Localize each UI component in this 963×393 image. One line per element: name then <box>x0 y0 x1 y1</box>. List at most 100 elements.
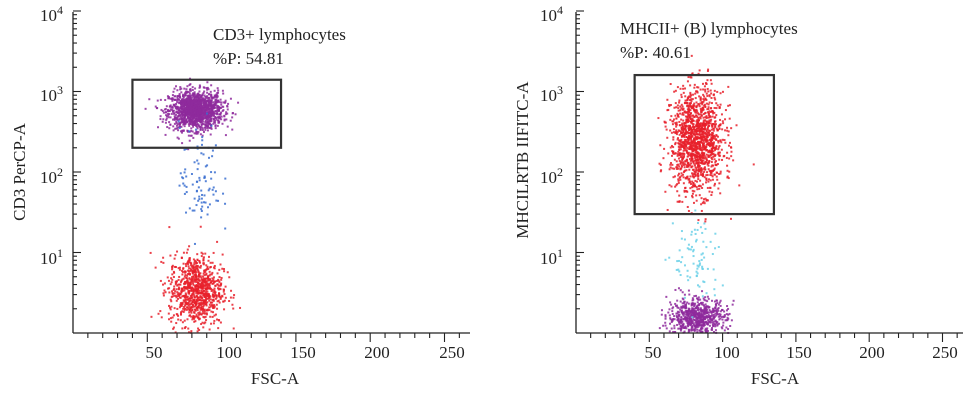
right-data-point <box>711 123 714 126</box>
left-data-point <box>180 289 183 292</box>
left-data-point <box>175 288 178 291</box>
left-data-point <box>185 276 188 279</box>
right-data-point <box>678 172 681 175</box>
left-data-point <box>217 279 220 282</box>
left-data-point <box>172 125 175 128</box>
right-data-point <box>677 317 680 320</box>
right-data-point <box>673 175 676 178</box>
left-y-tick-label-10e4: 104 <box>40 3 63 25</box>
left-data-point <box>214 98 217 101</box>
left-data-point <box>164 111 167 114</box>
right-data-point <box>695 111 698 114</box>
right-data-point <box>729 325 732 328</box>
left-data-point <box>185 211 188 214</box>
right-data-point <box>678 129 681 132</box>
right-data-point <box>704 156 707 159</box>
right-data-point <box>691 128 694 131</box>
left-data-point <box>211 104 214 107</box>
left-data-point <box>217 105 220 108</box>
left-data-point <box>184 325 187 328</box>
left-data-point <box>184 304 187 307</box>
right-data-point <box>694 157 697 160</box>
left-data-point <box>193 132 196 135</box>
right-data-point <box>686 324 689 327</box>
left-data-point <box>197 311 200 314</box>
left-data-point <box>201 101 204 104</box>
left-data-point <box>200 102 203 105</box>
right-data-point <box>700 302 703 305</box>
right-data-point <box>694 302 697 305</box>
right-data-point <box>680 123 683 126</box>
right-data-point <box>691 320 694 323</box>
right-data-point <box>706 94 709 97</box>
right-data-point <box>692 176 695 179</box>
left-data-point <box>190 330 193 333</box>
left-data-point <box>220 103 223 106</box>
left-data-point <box>215 118 218 121</box>
left-data-point <box>187 265 190 268</box>
right-data-point <box>717 146 720 149</box>
left-data-point <box>192 291 195 294</box>
right-data-point <box>699 307 702 310</box>
left-data-point <box>188 331 191 334</box>
left-data-point <box>198 120 201 123</box>
left-data-point <box>171 293 174 296</box>
left-data-point <box>190 264 193 267</box>
left-data-point <box>210 290 213 293</box>
left-data-point <box>184 168 187 171</box>
right-data-point <box>707 122 710 125</box>
left-data-point <box>204 294 207 297</box>
right-data-point <box>699 321 702 324</box>
left-data-point <box>183 192 186 195</box>
left-data-point <box>215 318 218 321</box>
right-data-point <box>693 228 696 231</box>
right-data-point <box>678 165 681 168</box>
left-data-point <box>203 117 206 120</box>
right-data-point <box>709 107 712 110</box>
left-data-point <box>205 87 208 90</box>
left-data-point <box>189 281 192 284</box>
right-data-point <box>705 98 708 101</box>
left-data-point <box>197 296 200 299</box>
right-data-point <box>699 124 702 127</box>
right-data-point <box>698 131 701 134</box>
right-data-point <box>698 184 701 187</box>
left-data-point <box>198 260 201 263</box>
right-data-point <box>696 298 699 301</box>
right-data-point <box>699 324 702 327</box>
right-data-point <box>715 308 718 311</box>
left-data-point <box>183 117 186 120</box>
left-data-point <box>222 192 225 195</box>
right-data-point <box>682 140 685 143</box>
right-data-point <box>704 147 707 150</box>
right-data-point <box>687 302 690 305</box>
right-data-point <box>677 163 680 166</box>
left-data-point <box>188 207 191 210</box>
right-data-point <box>711 321 714 324</box>
right-data-point <box>693 145 696 148</box>
left-data-point <box>169 298 172 301</box>
right-data-point <box>673 315 676 318</box>
left-data-point <box>177 297 180 300</box>
right-data-point <box>707 106 710 109</box>
left-data-point <box>209 115 212 118</box>
right-data-point <box>672 138 675 141</box>
right-data-point <box>708 144 711 147</box>
left-data-point <box>191 289 194 292</box>
right-data-point <box>699 327 702 330</box>
right-data-point <box>702 309 705 312</box>
left-data-point <box>189 105 192 108</box>
left-data-point <box>197 281 200 284</box>
right-data-point <box>697 86 700 89</box>
right-data-point <box>680 322 683 325</box>
right-data-point <box>700 203 703 206</box>
right-data-point <box>708 101 711 104</box>
right-data-point <box>687 112 690 115</box>
left-data-point <box>223 299 226 302</box>
left-data-point <box>207 114 210 117</box>
right-y-tick-label-10e1: 101 <box>540 246 563 268</box>
left-data-point <box>195 262 198 265</box>
right-data-point <box>690 162 693 165</box>
left-data-point <box>178 306 181 309</box>
right-data-point <box>681 165 684 168</box>
